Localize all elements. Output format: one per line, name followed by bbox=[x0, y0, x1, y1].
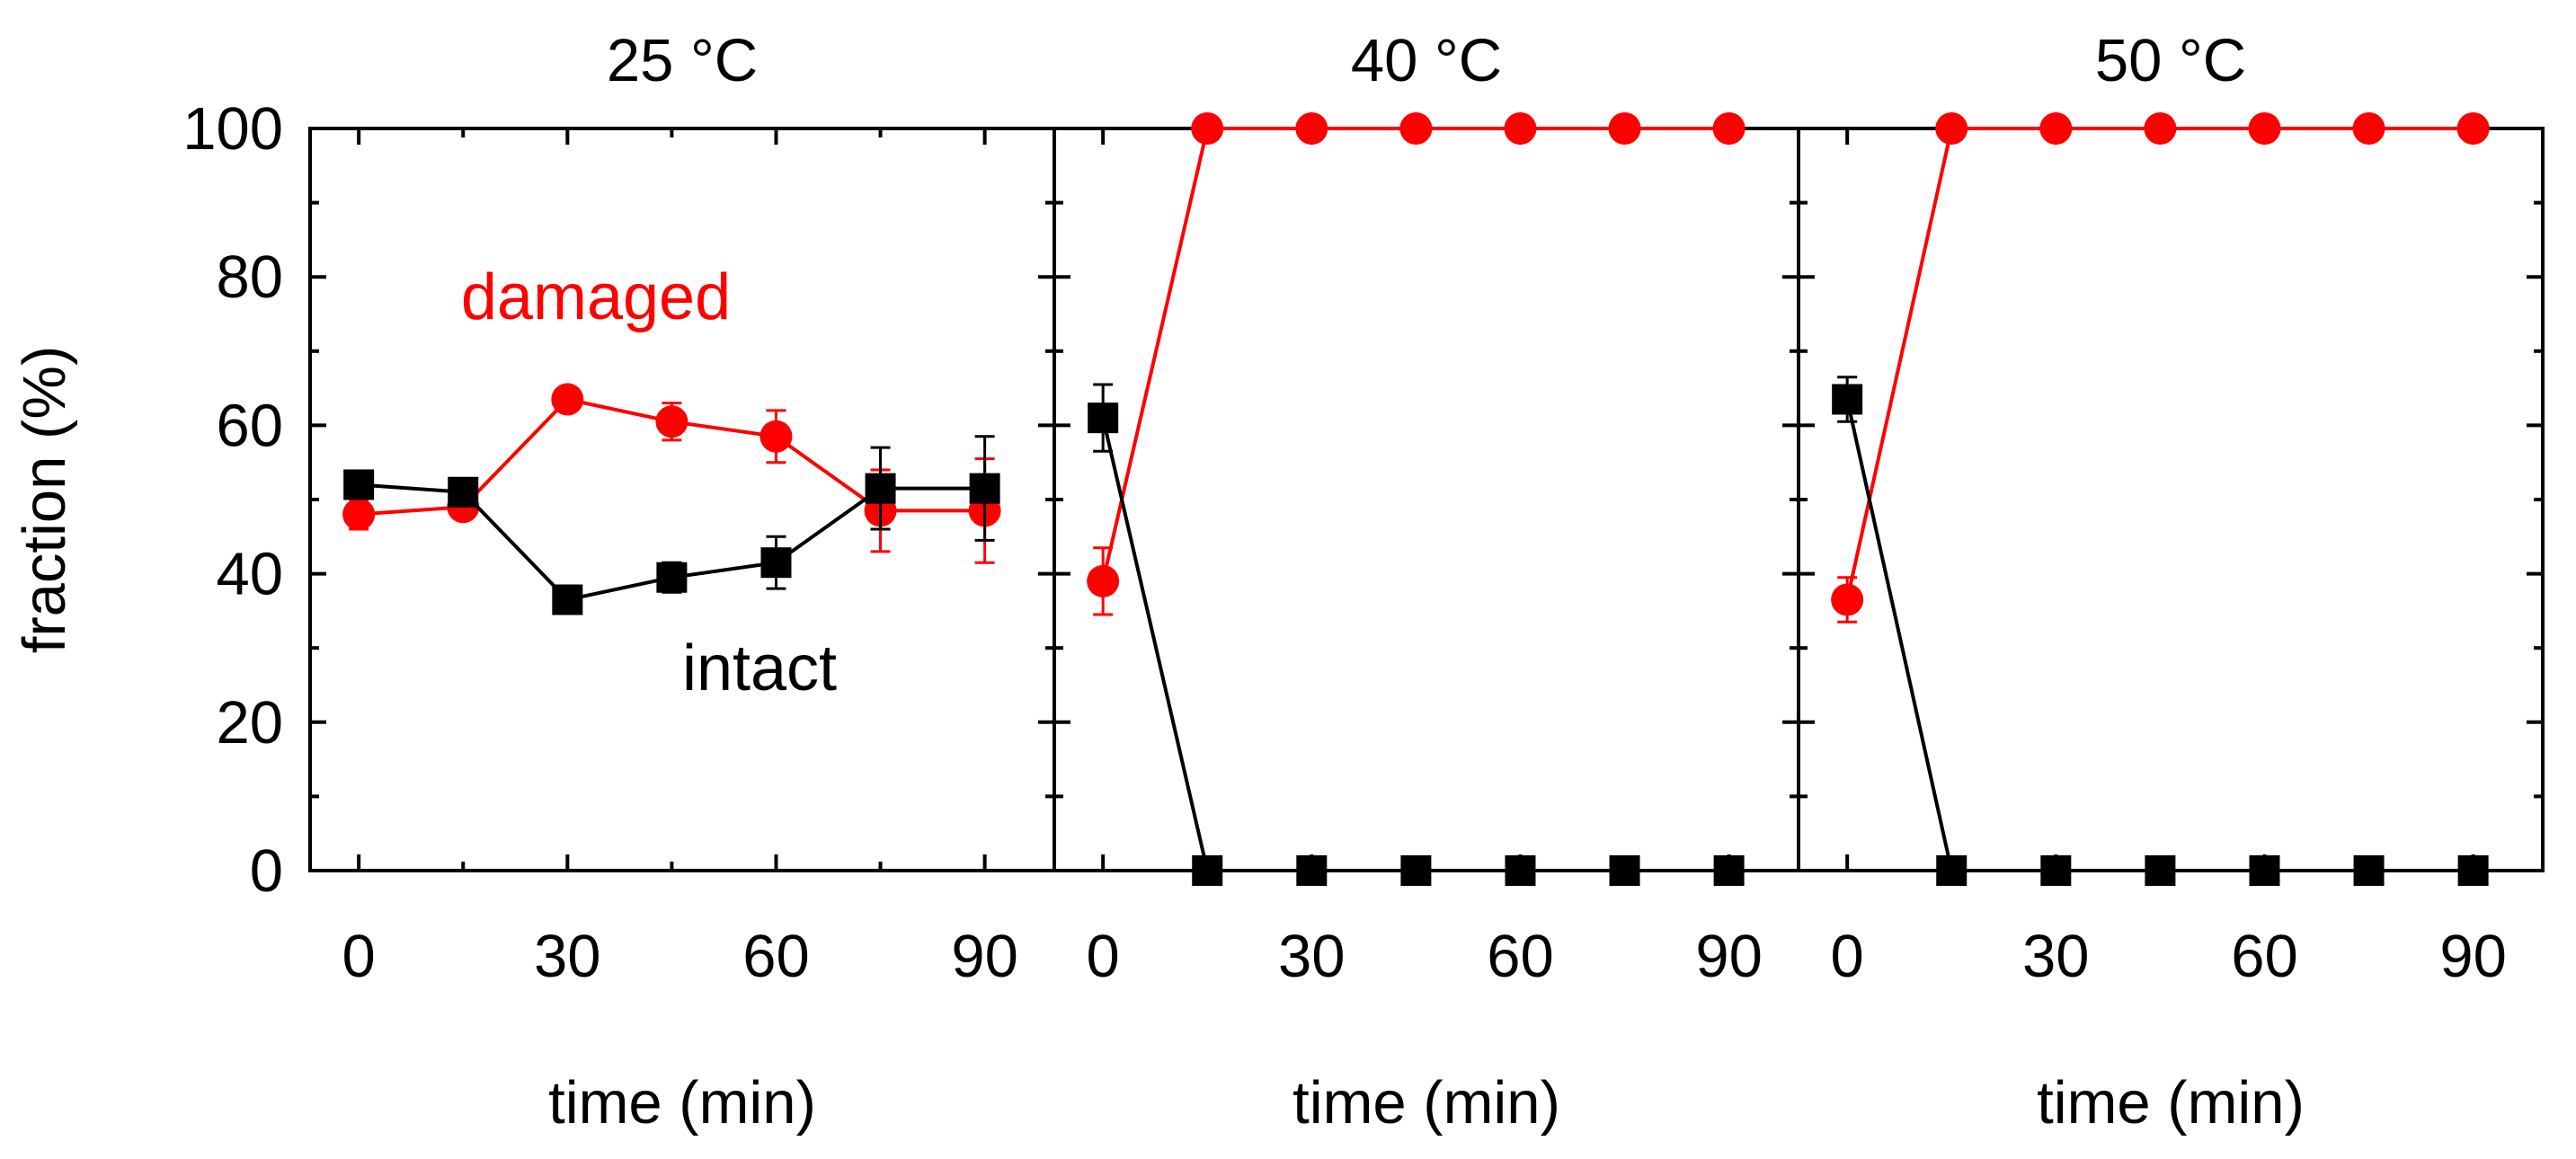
panel-2: 0 30 60 90 40 °C time (min) bbox=[1053, 27, 1800, 1137]
intact-point bbox=[343, 469, 375, 500]
intact-point bbox=[1192, 855, 1223, 886]
intact-point bbox=[2040, 855, 2072, 886]
series-damaged bbox=[342, 383, 1001, 564]
x-tick-label: 0 bbox=[1831, 923, 1864, 990]
x-tick-label: 60 bbox=[742, 923, 810, 990]
intact-point bbox=[2457, 855, 2489, 886]
damaged-point bbox=[1191, 112, 1224, 145]
plot-frame bbox=[1797, 127, 2545, 872]
intact-point bbox=[2145, 855, 2176, 886]
x-tick-label: 0 bbox=[342, 923, 376, 990]
x-axis-label: time (min) bbox=[2037, 1069, 2305, 1137]
damaged-point bbox=[2039, 112, 2073, 145]
y-tick-label: 80 bbox=[216, 243, 283, 311]
annotation-damaged: damaged bbox=[461, 261, 731, 333]
x-tick-label: 90 bbox=[2439, 923, 2507, 990]
series-intact bbox=[1088, 383, 1745, 886]
intact-point bbox=[656, 562, 688, 593]
series-damaged bbox=[1831, 112, 2490, 624]
x-tick-label: 30 bbox=[534, 923, 601, 990]
damaged-point bbox=[1504, 112, 1537, 145]
damaged-line bbox=[1845, 127, 2474, 600]
y-tick-label: 20 bbox=[216, 689, 283, 756]
damaged-point bbox=[655, 405, 688, 438]
intact-point bbox=[1609, 855, 1640, 886]
intact-point bbox=[1832, 384, 1863, 415]
intact-line bbox=[1101, 417, 1729, 872]
damaged-point bbox=[2456, 112, 2490, 145]
panel-title: 25 °C bbox=[607, 27, 758, 94]
damaged-point bbox=[1087, 564, 1120, 597]
intact-point bbox=[1936, 855, 1968, 886]
intact-point bbox=[2353, 855, 2385, 886]
intact-point bbox=[969, 473, 1000, 504]
damaged-point bbox=[1935, 112, 1968, 145]
panel-3: 0 30 60 90 50 °C time (min) bbox=[1797, 27, 2545, 1137]
damaged-point bbox=[1712, 112, 1745, 145]
chart-content: fraction (%) 0 20 40 60 80 100 0 30 60 90 25 °C time… bbox=[11, 27, 2545, 1137]
plot-frame bbox=[308, 127, 1056, 872]
y-tick-label: 60 bbox=[216, 392, 283, 459]
y-tick-label: 0 bbox=[250, 837, 283, 905]
intact-point bbox=[552, 584, 583, 615]
damaged-point bbox=[342, 498, 376, 531]
damaged-point bbox=[1608, 112, 1641, 145]
x-axis-label: time (min) bbox=[1292, 1069, 1560, 1137]
damaged-point bbox=[2144, 112, 2177, 145]
damaged-line bbox=[1101, 127, 1729, 582]
series-intact bbox=[343, 435, 1000, 615]
intact-point bbox=[1296, 855, 1328, 886]
intact-point bbox=[448, 476, 479, 508]
intact-point bbox=[760, 547, 792, 579]
x-tick-label: 90 bbox=[1695, 923, 1763, 990]
series-damaged bbox=[1087, 112, 1745, 616]
panel-title: 40 °C bbox=[1351, 27, 1502, 94]
damaged-point bbox=[759, 420, 793, 453]
damaged-point bbox=[2352, 112, 2385, 145]
x-tick-label: 30 bbox=[1278, 923, 1346, 990]
intact-point bbox=[2249, 855, 2280, 886]
annotation-intact: intact bbox=[682, 633, 837, 704]
plot-frame bbox=[1053, 127, 1800, 872]
damaged-point bbox=[551, 383, 584, 416]
x-tick-label: 60 bbox=[2231, 923, 2298, 990]
intact-point bbox=[1400, 855, 1432, 886]
damaged-point bbox=[1831, 583, 1864, 616]
damaged-point bbox=[2248, 112, 2281, 145]
x-tick-label: 0 bbox=[1087, 923, 1120, 990]
x-axis-label: time (min) bbox=[548, 1069, 816, 1137]
x-tick-label: 90 bbox=[951, 923, 1018, 990]
intact-point bbox=[1505, 855, 1536, 886]
damaged-point bbox=[1295, 112, 1328, 145]
panel-title: 50 °C bbox=[2095, 27, 2246, 94]
x-tick-label: 30 bbox=[2022, 923, 2090, 990]
intact-line bbox=[1845, 399, 2474, 872]
intact-point bbox=[1713, 855, 1745, 886]
y-axis-label: fraction (%) bbox=[11, 346, 78, 654]
y-tick-label: 40 bbox=[216, 541, 283, 608]
damaged-point bbox=[1399, 112, 1433, 145]
intact-point bbox=[1088, 403, 1119, 434]
y-tick-label: 100 bbox=[182, 95, 283, 163]
intact-point bbox=[865, 473, 896, 504]
series-intact bbox=[1832, 376, 2489, 886]
x-tick-label: 60 bbox=[1487, 923, 1554, 990]
panel-1: 0 30 60 90 25 °C time (min) bbox=[308, 27, 1056, 1137]
